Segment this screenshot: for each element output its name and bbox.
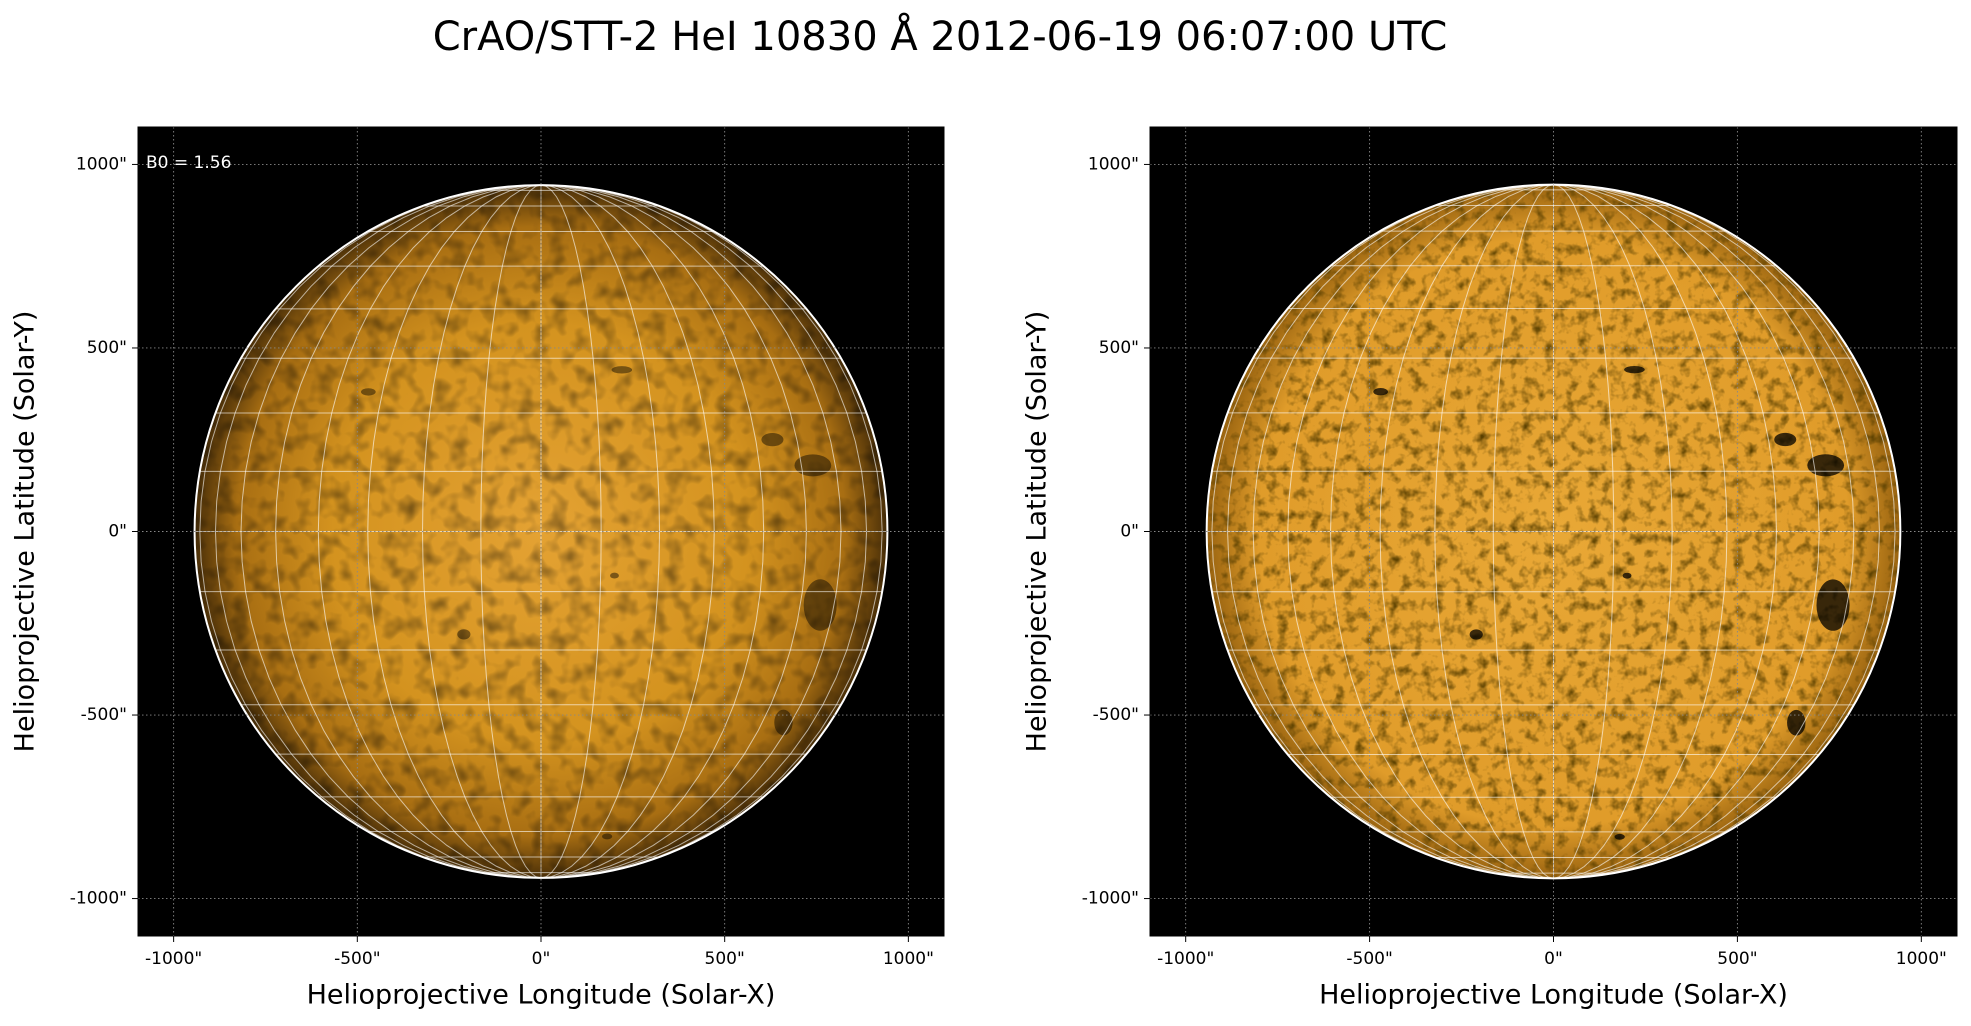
filament	[457, 629, 471, 640]
filament	[601, 833, 613, 840]
y-tick-label: 1000"	[76, 154, 127, 174]
y-tick-label: 0"	[108, 522, 127, 542]
y-tick-label: 1000"	[1088, 154, 1139, 174]
x-tick-label: 1000"	[883, 949, 934, 969]
filament	[1373, 388, 1388, 396]
panel: -1000" -500" 0" 500" 1000" -1000" -500" 0" 500" 1…	[1022, 126, 1958, 1011]
x-tick-label: 0"	[532, 949, 551, 969]
filament	[1622, 572, 1632, 579]
filament	[1774, 432, 1797, 447]
y-axis-label: Helioprojective Latitude (Solar-Y)	[1022, 311, 1053, 753]
filament	[761, 433, 784, 447]
annotation: B0 = 1.56	[146, 153, 231, 173]
x-axis-label: Helioprojective Longitude (Solar-X)	[307, 980, 776, 1011]
x-tick-label: -500"	[334, 949, 380, 969]
x-tick-label: -1000"	[145, 949, 202, 969]
y-axis-label: Helioprojective Latitude (Solar-Y)	[10, 311, 41, 753]
filament	[1624, 365, 1645, 374]
filament	[1469, 629, 1483, 640]
plot-frame	[137, 126, 945, 937]
x-tick-label: 500"	[1717, 949, 1757, 969]
y-tick-label: 500"	[87, 338, 127, 358]
filament	[803, 579, 837, 631]
filament	[774, 709, 793, 736]
filament	[1787, 709, 1806, 736]
y-tick-label: -500"	[1093, 705, 1139, 725]
x-tick-label: -500"	[1346, 949, 1392, 969]
x-tick-label: 1000"	[1896, 949, 1947, 969]
y-tick-label: -1000"	[1082, 889, 1139, 909]
x-tick-label: -1000"	[1157, 949, 1214, 969]
y-tick-label: 0"	[1120, 522, 1139, 542]
figure-title: CrAO/STT-2 HeI 10830 Å 2012-06-19 06:07:…	[433, 12, 1448, 60]
plot-frame	[1149, 126, 1958, 937]
panel: -1000" -500" 0" 500" 1000" -1000" -500" 0" 500" 1…	[10, 126, 945, 1011]
filament	[1816, 579, 1850, 631]
y-tick-label: -1000"	[70, 889, 127, 909]
filament	[611, 366, 633, 374]
x-tick-label: 0"	[1544, 949, 1563, 969]
x-tick-label: 500"	[705, 949, 745, 969]
filament	[360, 388, 376, 396]
y-tick-label: 500"	[1099, 338, 1139, 358]
x-axis-label: Helioprojective Longitude (Solar-X)	[1319, 980, 1788, 1011]
filament	[1614, 833, 1625, 840]
y-tick-label: -500"	[81, 705, 127, 725]
filament	[610, 572, 619, 579]
